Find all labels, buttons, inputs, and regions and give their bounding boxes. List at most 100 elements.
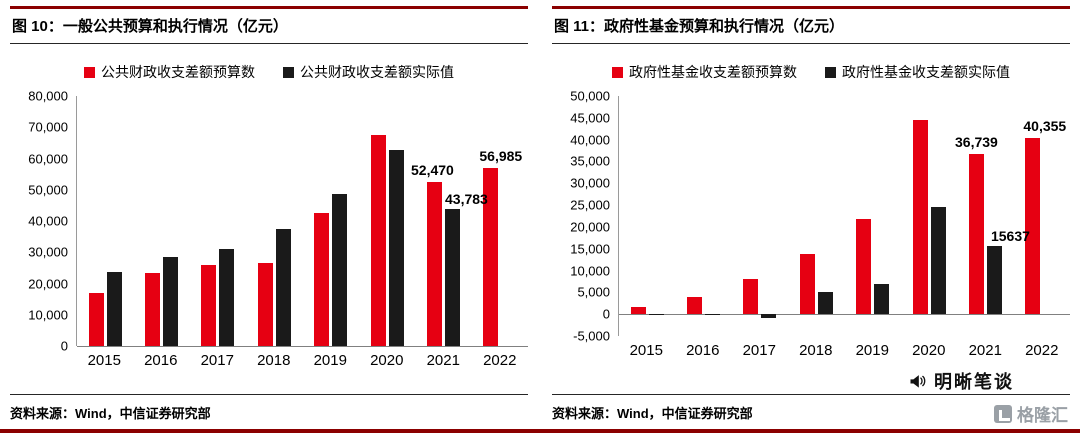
legend: 政府性基金收支差额预算数 政府性基金收支差额实际值: [552, 62, 1070, 82]
x-tick-label: 2019: [313, 352, 347, 369]
y-tick-label: 50,000: [570, 88, 610, 104]
bar-2015-actual: [106, 272, 122, 346]
zero-axis-line: [619, 313, 1070, 315]
y-tick-label: 15,000: [570, 241, 610, 257]
y-tick-label: 60,000: [28, 151, 68, 166]
bar-2016-budget: [687, 296, 703, 315]
bar-2019-actual: [332, 194, 348, 346]
panel-header-accent-line: 图 10：一般公共预算和执行情况（亿元）: [10, 6, 528, 44]
bar-2022-budget: [1025, 138, 1041, 315]
plot-area: 52,470 43,783 56,985: [76, 96, 528, 347]
x-tick-label: 2020: [370, 352, 404, 369]
data-label: 40,355: [1023, 118, 1067, 135]
y-axis: 50,000 45,000 40,000 35,000 30,000 25,000 20,0…: [552, 89, 618, 344]
figure-11-chart: 政府性基金收支差额预算数 政府性基金收支差额实际值 50,000 45,000 40…: [552, 62, 1070, 359]
legend-label-budget: 政府性基金收支差额预算数: [629, 64, 797, 80]
bar-2020-budget: [370, 135, 386, 346]
bar-2021-actual: [986, 245, 1002, 315]
x-tick-label: 2016: [144, 352, 178, 369]
figure-11-title: 图 11：政府性基金预算和执行情况（亿元）: [552, 9, 1070, 44]
legend-item-actual: 政府性基金收支差额实际值: [825, 62, 1010, 82]
bar-2020-budget: [912, 120, 928, 315]
legend-item-budget: 政府性基金收支差额预算数: [612, 62, 797, 82]
source-note: 资料来源：Wind，中信证券研究部: [10, 394, 528, 422]
panel-figure-10: 图 10：一般公共预算和执行情况（亿元） 公共财政收支差额预算数 公共财政收支差…: [10, 6, 528, 426]
plot-area: 36,739 15637 40,355: [618, 96, 1070, 336]
bar-2021-budget: [968, 153, 984, 315]
bar-2018-actual: [817, 292, 833, 315]
y-tick-label: 45,000: [570, 110, 610, 126]
x-tick-label: 2022: [1025, 342, 1059, 359]
x-tick-label: 2018: [257, 352, 291, 369]
x-tick-label: 2017: [200, 352, 234, 369]
bottom-accent-line: [0, 429, 1080, 433]
watermark-brand: 明晰笔谈: [908, 368, 1014, 394]
y-tick-label: 25,000: [570, 197, 610, 213]
y-tick-label: 40,000: [570, 132, 610, 148]
y-tick-label: 40,000: [28, 213, 68, 229]
bar-2016-actual: [705, 314, 721, 316]
bar-2017-actual: [761, 314, 777, 318]
bar-2021-budget: [426, 182, 442, 346]
x-tick-label: 2015: [629, 342, 663, 359]
y-tick-label: 35,000: [570, 153, 610, 169]
data-label: 56,985: [479, 147, 523, 164]
y-tick-label: 80,000: [28, 88, 68, 104]
y-tick-label: 20,000: [28, 276, 68, 291]
bar-2018-actual: [275, 228, 291, 346]
x-tick-label: 2018: [799, 342, 833, 359]
data-label: 36,739: [955, 133, 998, 150]
x-tick-label: 2020: [912, 342, 946, 359]
legend-swatch-black-icon: [283, 66, 294, 78]
data-label: 15637: [990, 227, 1030, 244]
bar-2015-budget: [88, 292, 104, 346]
bar-2022-budget: [483, 167, 499, 346]
figure-10-chart: 公共财政收支差额预算数 公共财政收支差额实际值 80,000 70,000 60,0…: [10, 62, 528, 369]
legend: 公共财政收支差额预算数 公共财政收支差额实际值: [10, 62, 528, 82]
bar-2019-actual: [874, 284, 890, 315]
data-label: 52,470: [411, 162, 454, 179]
data-label: 43,783: [445, 191, 488, 208]
bar-2021-actual: [444, 209, 460, 346]
y-tick-label: -5,000: [573, 328, 610, 344]
bar-2018-budget: [799, 254, 815, 315]
zero-axis-line: [77, 345, 528, 347]
bar-2015-budget: [630, 307, 646, 315]
legend-label-actual: 政府性基金收支差额实际值: [842, 64, 1010, 80]
bar-2017-budget: [201, 264, 217, 346]
bar-2019-budget: [314, 212, 330, 346]
legend-item-actual: 公共财政收支差额实际值: [283, 62, 454, 82]
watermark-logo: 格隆汇: [992, 401, 1070, 426]
bar-2015-actual: [648, 314, 664, 316]
x-tick-label: 2015: [87, 352, 121, 369]
bar-2020-actual: [388, 150, 404, 346]
x-axis: 2015 2016 2017 2018 2019 2020 2021 2022: [618, 342, 1070, 359]
watermark-brand-text: 明晰笔谈: [934, 372, 1014, 392]
legend-swatch-black-icon: [825, 66, 836, 78]
y-tick-label: 30,000: [570, 175, 610, 191]
gelonghui-logo-icon: [994, 404, 1012, 423]
y-tick-label: 30,000: [28, 244, 68, 260]
y-tick-label: 10,000: [28, 307, 68, 323]
figure-10-title: 图 10：一般公共预算和执行情况（亿元）: [10, 9, 528, 44]
x-tick-label: 2021: [968, 342, 1002, 359]
y-tick-label: 70,000: [28, 119, 68, 135]
bar-2016-budget: [145, 272, 161, 346]
x-tick-label: 2016: [686, 342, 720, 359]
legend-swatch-red-icon: [612, 66, 623, 78]
panel-header-accent-line: 图 11：政府性基金预算和执行情况（亿元）: [552, 6, 1070, 44]
x-tick-label: 2021: [426, 352, 460, 369]
bar-2017-budget: [743, 279, 759, 315]
legend-label-budget: 公共财政收支差额预算数: [101, 64, 255, 80]
megaphone-icon: [910, 375, 926, 388]
y-tick-label: 50,000: [28, 182, 68, 198]
source-note: 资料来源：Wind，中信证券研究部: [552, 394, 1070, 422]
x-tick-label: 2019: [855, 342, 889, 359]
bar-2017-actual: [219, 249, 235, 346]
x-tick-label: 2022: [483, 352, 517, 369]
bar-2016-actual: [163, 256, 179, 346]
y-tick-label: 5,000: [577, 284, 610, 300]
legend-item-budget: 公共财政收支差额预算数: [84, 62, 255, 82]
legend-swatch-red-icon: [84, 66, 95, 78]
